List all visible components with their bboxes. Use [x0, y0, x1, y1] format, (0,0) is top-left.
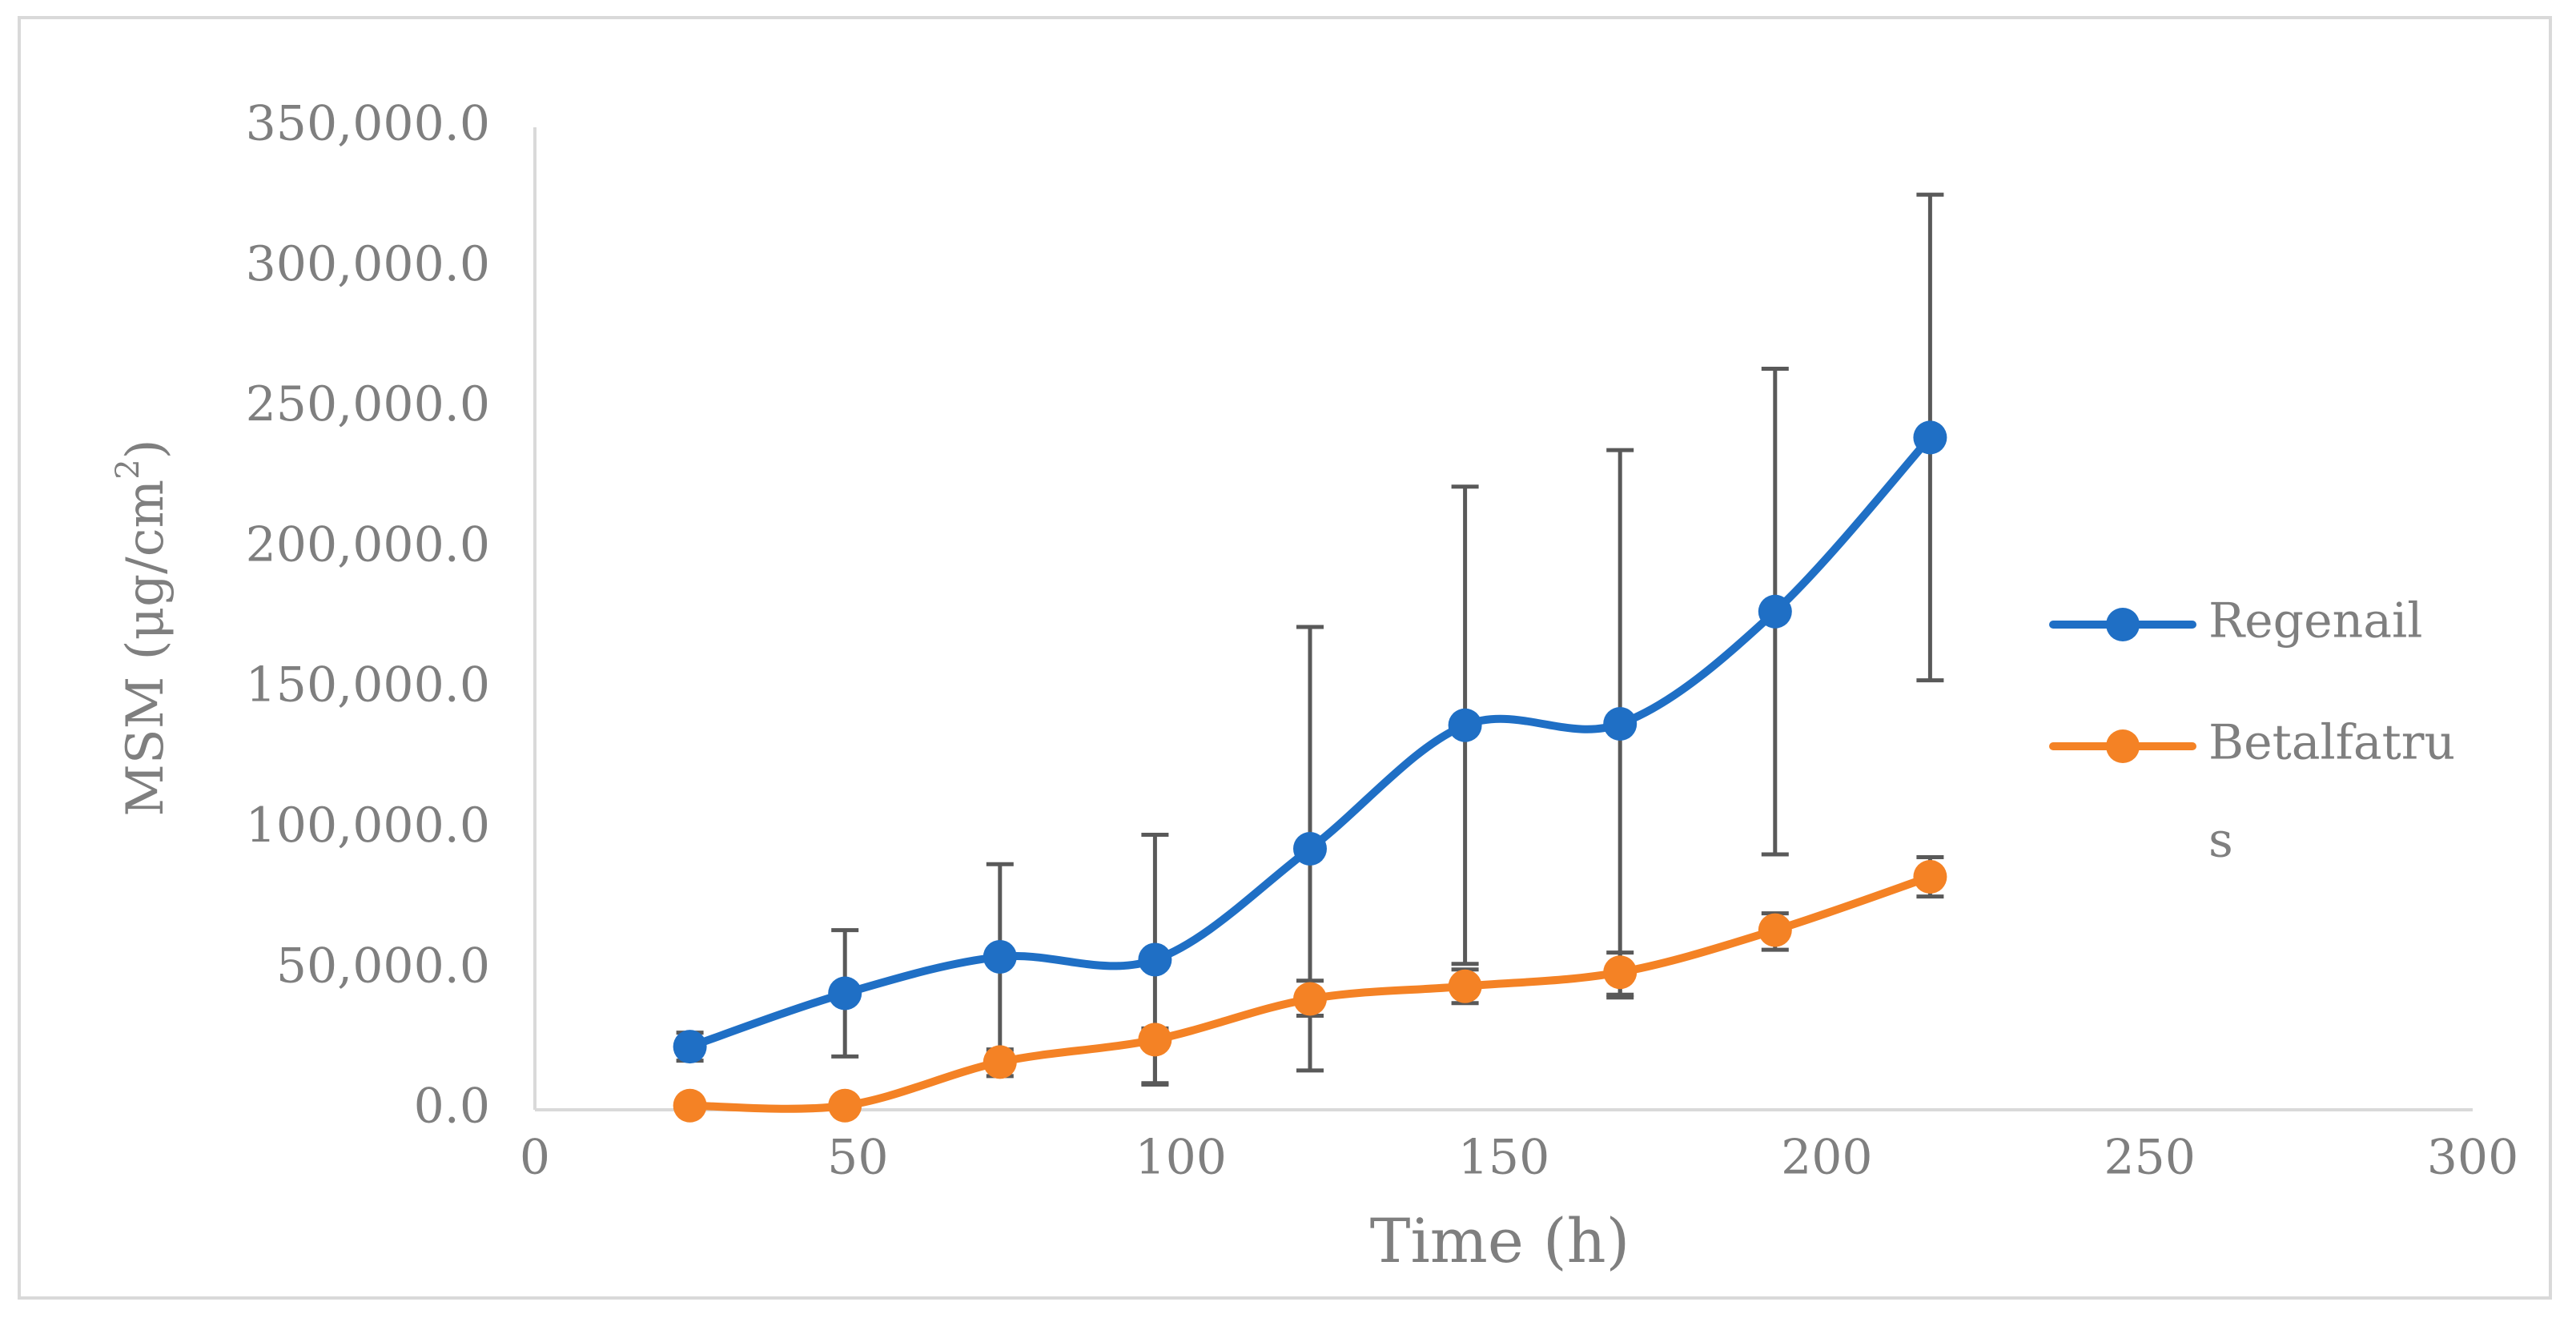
- betalfatrus-data-point: [1138, 1023, 1172, 1057]
- x-tick-label: 150: [1458, 1130, 1550, 1186]
- betalfatrus-legend-marker: [2106, 729, 2140, 763]
- betalfatrus-data-point: [1603, 955, 1638, 990]
- chart-frame: 0.0 50,000.0 100,000.0 150,000.0 200,000.0 25…: [18, 16, 2552, 1300]
- regenail-data-point: [1913, 420, 1947, 455]
- betalfatrus-legend-label: s: [2208, 813, 2233, 869]
- regenail-data-point: [1138, 942, 1172, 977]
- y-tick-label: 350,000.0: [246, 96, 490, 152]
- regenail-data-point: [828, 976, 862, 1011]
- x-tick-label: 50: [827, 1130, 888, 1186]
- y-tick-label: 200,000.0: [246, 516, 490, 573]
- y-axis-title-superscript: 2: [110, 459, 147, 479]
- chart-svg: 0.050,000.0100,000.0150,000.0200,000.025…: [110, 96, 2518, 1276]
- regenail-legend-marker: [2106, 608, 2140, 641]
- regenail-data-point: [1758, 594, 1792, 629]
- regenail-data-point: [983, 939, 1017, 974]
- regenail-data-point: [1603, 706, 1638, 741]
- y-tick-label: 100,000.0: [246, 798, 490, 854]
- betalfatrus-legend-label: Betalfatru: [2208, 715, 2455, 771]
- x-tick-label: 300: [2427, 1130, 2519, 1186]
- y-tick-label: 50,000.0: [276, 938, 490, 994]
- errorbar-layer: [676, 192, 1944, 1087]
- regenail-legend-label: Regenail: [2208, 593, 2422, 649]
- y-axis-title-main: MSM (μg/cm: [116, 480, 175, 817]
- betalfatrus-data-point: [983, 1045, 1017, 1079]
- betalfatrus-data-point: [673, 1088, 707, 1123]
- betalfatrus-data-point: [828, 1088, 862, 1123]
- betalfatrus-data-point: [1913, 860, 1947, 894]
- x-tick-label: 250: [2104, 1130, 2196, 1186]
- x-tick-label: 0: [520, 1130, 550, 1186]
- x-axis-title: Time (h): [1370, 1205, 1630, 1276]
- y-tick-label: 300,000.0: [246, 236, 490, 292]
- y-tick-label: 150,000.0: [246, 657, 490, 713]
- y-axis-title-close: ): [116, 439, 175, 459]
- y-axis-title: MSM (μg/cm2): [110, 439, 175, 816]
- y-tick-label: 250,000.0: [246, 376, 490, 432]
- betalfatrus-data-point: [1448, 969, 1482, 1003]
- x-tick-label: 200: [1781, 1130, 1873, 1186]
- series-layer: [673, 420, 1947, 1123]
- betalfatrus-data-point: [1293, 982, 1327, 1016]
- regenail-data-point: [1293, 831, 1327, 866]
- y-tick-label: 0.0: [414, 1079, 490, 1135]
- axes-layer: 0.050,000.0100,000.0150,000.0200,000.025…: [110, 96, 2518, 1276]
- x-tick-label: 100: [1135, 1130, 1227, 1186]
- regenail-data-point: [1448, 708, 1482, 742]
- legend-layer: Regenail Betalfatru s: [2049, 593, 2455, 869]
- betalfatrus-data-point: [1758, 913, 1792, 947]
- regenail-data-point: [673, 1030, 707, 1064]
